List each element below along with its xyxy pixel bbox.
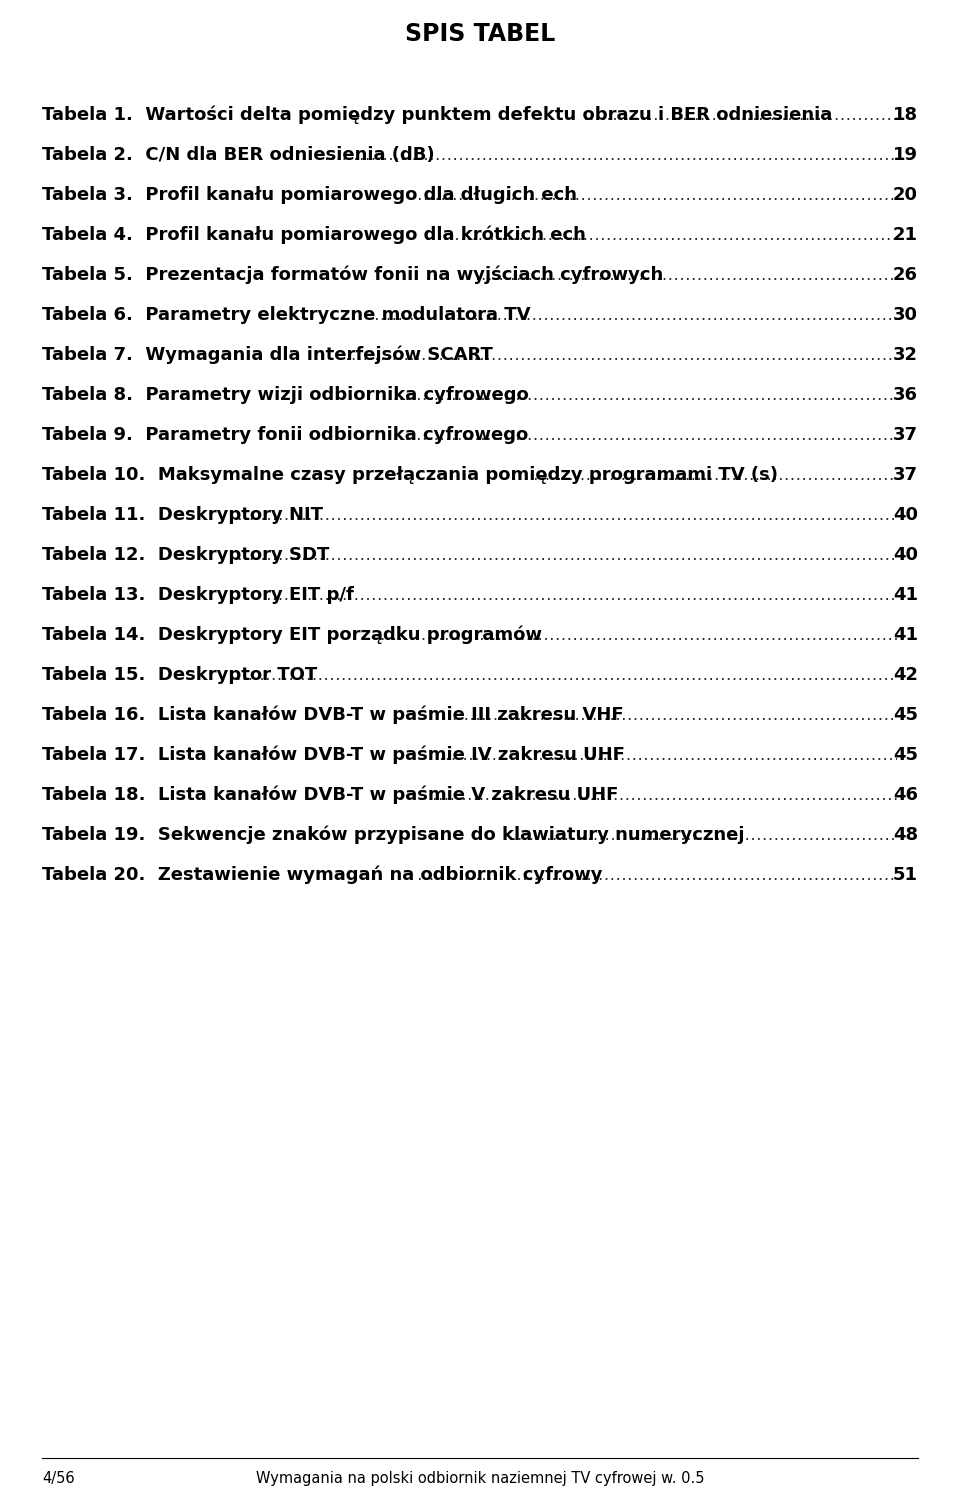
Text: Tabela 14.  Deskryptory EIT porządku programów: Tabela 14. Deskryptory EIT porządku prog… xyxy=(42,625,542,645)
Text: 21: 21 xyxy=(893,226,918,245)
Text: 40: 40 xyxy=(893,547,918,565)
Text: Tabela 12.  Deskryptory SDT: Tabela 12. Deskryptory SDT xyxy=(42,547,329,565)
Text: 18: 18 xyxy=(893,106,918,124)
Text: Tabela 16.  Lista kanałów DVB-T w paśmie III zakresu VHF: Tabela 16. Lista kanałów DVB-T w paśmie … xyxy=(42,705,624,725)
Text: 45: 45 xyxy=(893,746,918,764)
Text: Tabela 17.  Lista kanałów DVB-T w paśmie IV zakresu UHF: Tabela 17. Lista kanałów DVB-T w paśmie … xyxy=(42,746,625,764)
Text: 41: 41 xyxy=(893,627,918,643)
Text: Tabela 6.  Parametry elektryczne modulatora TV: Tabela 6. Parametry elektryczne modulato… xyxy=(42,307,531,325)
Text: SPIS TABEL: SPIS TABEL xyxy=(405,23,555,45)
Text: 37: 37 xyxy=(893,467,918,485)
Text: 30: 30 xyxy=(893,307,918,325)
Text: Tabela 13.  Deskryptory EIT p/f: Tabela 13. Deskryptory EIT p/f xyxy=(42,586,354,604)
Text: 40: 40 xyxy=(893,506,918,524)
Text: Tabela 15.  Deskryptor TOT: Tabela 15. Deskryptor TOT xyxy=(42,666,317,684)
Text: 26: 26 xyxy=(893,266,918,284)
Text: Tabela 3.  Profil kanału pomiarowego dla długich ech: Tabela 3. Profil kanału pomiarowego dla … xyxy=(42,186,577,204)
Text: 42: 42 xyxy=(893,666,918,684)
Text: Tabela 19.  Sekwencje znaków przypisane do klawiatury numerycznej: Tabela 19. Sekwencje znaków przypisane d… xyxy=(42,826,745,844)
Text: Tabela 18.  Lista kanałów DVB-T w paśmie V zakresu UHF: Tabela 18. Lista kanałów DVB-T w paśmie … xyxy=(42,785,618,805)
Text: 4/56: 4/56 xyxy=(42,1471,75,1486)
Text: 37: 37 xyxy=(893,426,918,444)
Text: Tabela 9.  Parametry fonii odbiornika cyfrowego: Tabela 9. Parametry fonii odbiornika cyf… xyxy=(42,426,528,444)
Text: Tabela 10.  Maksymalne czasy przełączania pomiędzy programami TV (s): Tabela 10. Maksymalne czasy przełączania… xyxy=(42,467,778,485)
Text: 36: 36 xyxy=(893,387,918,405)
Text: 19: 19 xyxy=(893,146,918,165)
Text: Tabela 8.  Parametry wizji odbiornika cyfrowego: Tabela 8. Parametry wizji odbiornika cyf… xyxy=(42,387,529,405)
Text: Tabela 1.  Wartości delta pomiędzy punktem defektu obrazu i BER odniesienia: Tabela 1. Wartości delta pomiędzy punkte… xyxy=(42,106,832,124)
Text: 51: 51 xyxy=(893,867,918,883)
Text: 32: 32 xyxy=(893,346,918,364)
Text: Tabela 20.  Zestawienie wymagań na odbiornik cyfrowy: Tabela 20. Zestawienie wymagań na odbior… xyxy=(42,865,603,885)
Text: Tabela 7.  Wymagania dla interfejsów SCART: Tabela 7. Wymagania dla interfejsów SCAR… xyxy=(42,346,492,364)
Text: 48: 48 xyxy=(893,826,918,844)
Text: 20: 20 xyxy=(893,186,918,204)
Text: Tabela 4.  Profil kanału pomiarowego dla krótkich ech: Tabela 4. Profil kanału pomiarowego dla … xyxy=(42,226,586,245)
Text: Wymagania na polski odbiornik naziemnej TV cyfrowej w. 0.5: Wymagania na polski odbiornik naziemnej … xyxy=(255,1471,705,1486)
Text: Tabela 11.  Deskryptory NIT: Tabela 11. Deskryptory NIT xyxy=(42,506,323,524)
Text: 41: 41 xyxy=(893,586,918,604)
Text: 46: 46 xyxy=(893,787,918,803)
Text: Tabela 5.  Prezentacja formatów fonii na wyjściach cyfrowych: Tabela 5. Prezentacja formatów fonii na … xyxy=(42,266,663,284)
Text: Tabela 2.  C/N dla BER odniesienia (dB): Tabela 2. C/N dla BER odniesienia (dB) xyxy=(42,146,435,165)
Text: 45: 45 xyxy=(893,707,918,723)
